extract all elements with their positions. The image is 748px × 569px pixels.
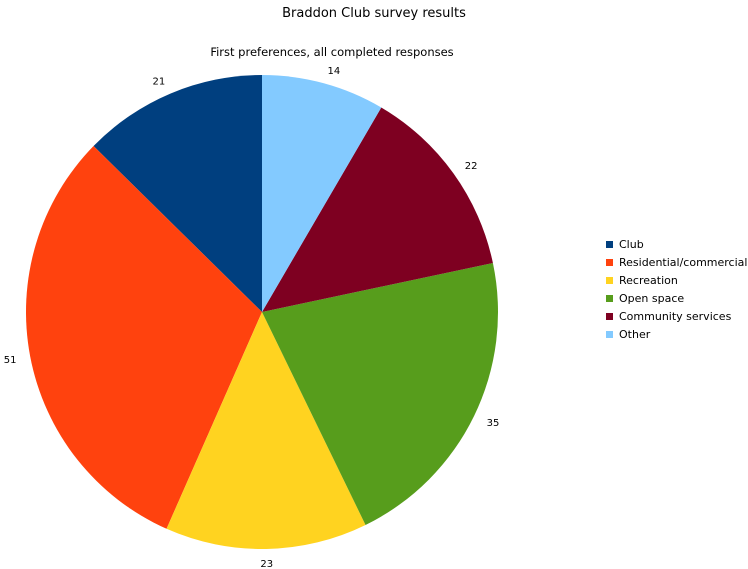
pie-data-labels: 21 51 23 35 22 14	[4, 66, 500, 569]
legend-item: Residential/commercial	[606, 253, 747, 271]
legend-item: Club	[606, 235, 747, 253]
pie-slice-community-services	[262, 107, 493, 313]
pie-slice-other	[262, 75, 382, 312]
pie-data-label: 35	[487, 418, 500, 429]
pie-slice-residential-commercial	[26, 146, 263, 529]
legend-swatch	[606, 330, 613, 338]
pie-slice-recreation	[166, 312, 366, 549]
legend: Club Residential/commercial Recreation Open…	[606, 235, 747, 343]
chart-subtitle: First preferences, all completed respons…	[210, 45, 454, 59]
legend-swatch	[606, 276, 613, 284]
legend-label: Open space	[619, 291, 685, 305]
legend-swatch	[606, 240, 613, 248]
legend-label: Club	[619, 237, 644, 251]
pie-slices	[26, 75, 499, 549]
pie-slice-open-space	[262, 263, 499, 525]
legend-item: Recreation	[606, 271, 747, 289]
legend-item: Other	[606, 325, 747, 343]
legend-swatch	[606, 294, 613, 302]
legend-label: Residential/commercial	[619, 255, 748, 269]
legend-label: Other	[619, 327, 651, 341]
legend-swatch	[606, 312, 613, 320]
legend-item: Community services	[606, 307, 747, 325]
pie-data-label: 21	[153, 77, 166, 88]
chart-title: Braddon Club survey results	[282, 6, 466, 21]
pie-slice-club	[93, 75, 262, 312]
pie-data-label: 51	[4, 355, 17, 366]
legend-swatch	[606, 258, 613, 266]
pie-data-label: 14	[327, 66, 340, 77]
pie-data-label: 22	[465, 161, 478, 172]
pie-data-label: 23	[260, 559, 273, 569]
legend-label: Community services	[619, 309, 732, 323]
legend-item: Open space	[606, 289, 747, 307]
legend-label: Recreation	[619, 273, 678, 287]
